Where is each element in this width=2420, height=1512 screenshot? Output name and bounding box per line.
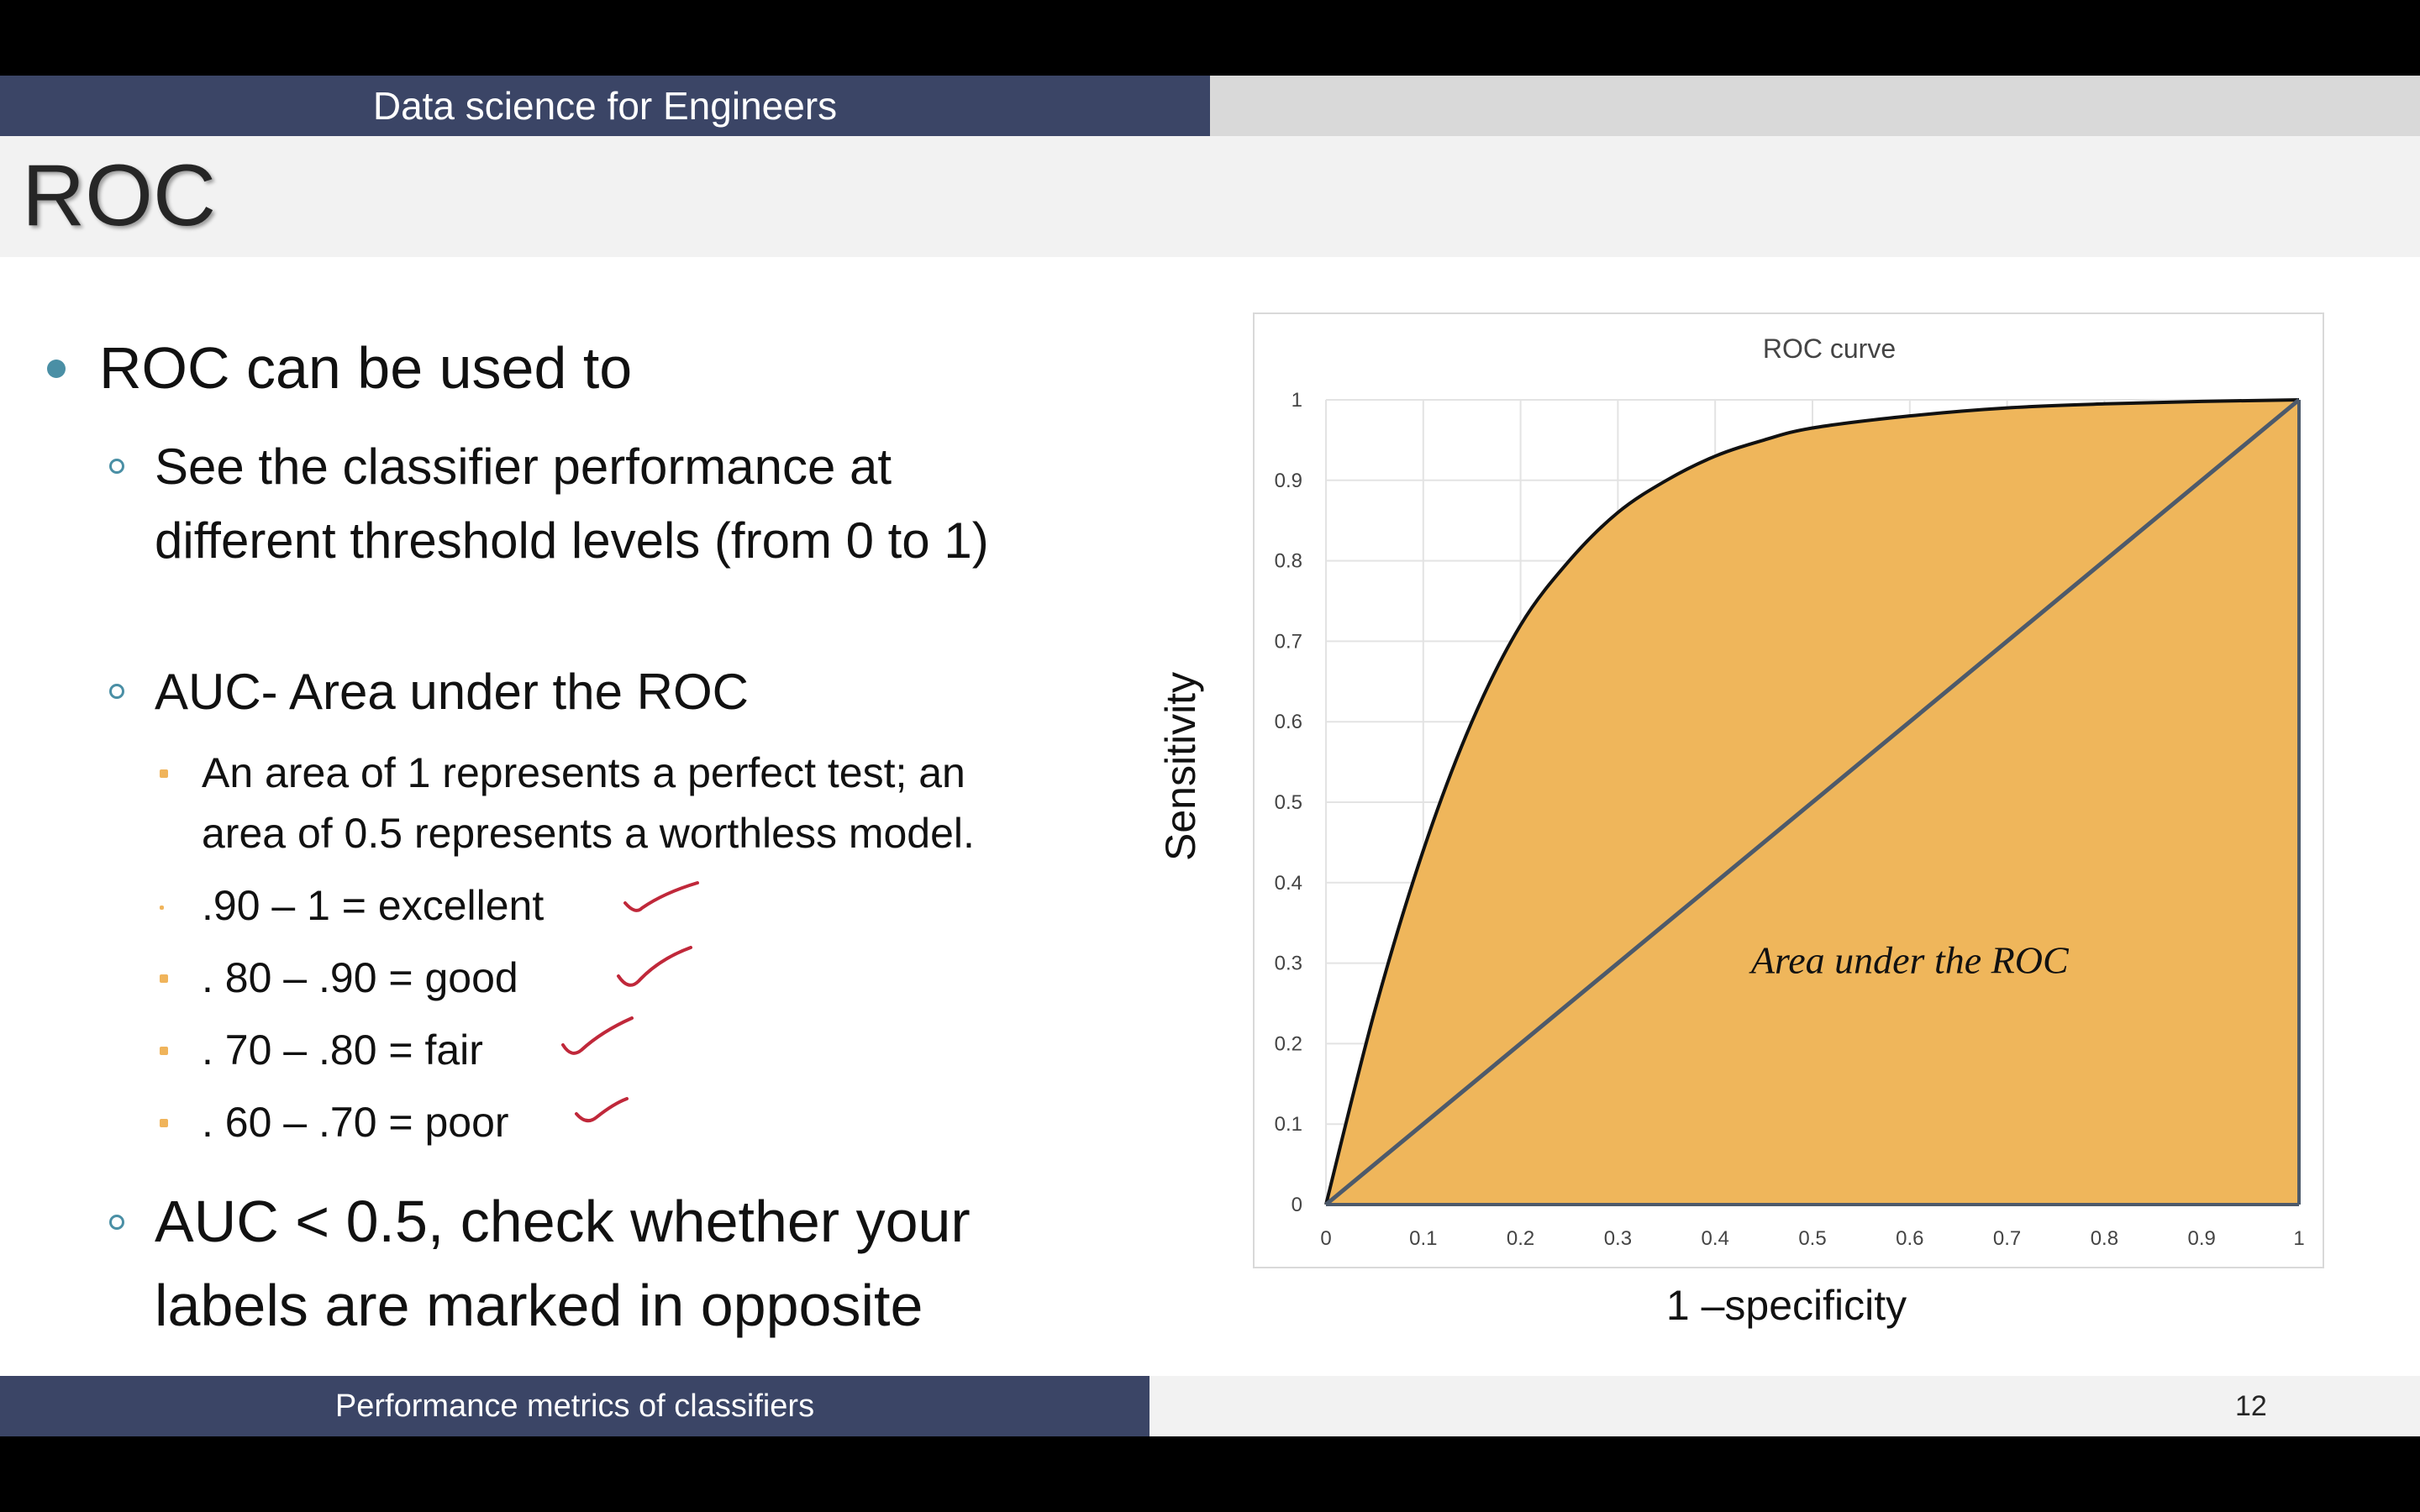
bullet-item-text: An area of 1 represents a perfect test; … [202, 749, 965, 796]
bullet-item-text: . 80 – .90 = good [202, 954, 518, 1001]
x-axis-label: 1 –specificity [1665, 1282, 1907, 1329]
title-band [0, 136, 2420, 257]
bullet-item-text: .90 – 1 = excellent [202, 882, 544, 929]
bullet-item-text: . 60 – .70 = poor [202, 1099, 509, 1146]
bullet-sub3-text-line1: AUC < 0.5, check whether your [155, 1189, 971, 1254]
x-tick-label: 0.3 [1604, 1227, 1632, 1250]
roc-curve-line [1324, 398, 2300, 1205]
handwritten-check-icon [561, 1016, 634, 1055]
bullet-ring-icon [109, 459, 124, 474]
bullet-dot-icon [47, 360, 66, 378]
x-tick-label: 0.1 [1409, 1227, 1437, 1250]
x-tick-label: 1 [2293, 1227, 2304, 1250]
chart-title: ROC curve [1763, 333, 1896, 364]
y-tick-label: 0.3 [1275, 953, 1302, 975]
y-tick-label: 0.8 [1275, 550, 1302, 573]
bullet-square-icon [160, 974, 168, 983]
handwritten-check-icon [623, 881, 699, 912]
x-tick-label: 0.6 [1896, 1227, 1923, 1250]
roc-chart-svg: 0 0.1 0.2 0.3 0.4 0.5 0.6 0.7 0.8 0.9 1 0 0.1 0.2 0.3 0… [1275, 333, 2305, 1250]
y-tick-label: 0.7 [1275, 630, 1302, 653]
course-title: Data science for Engineers [0, 76, 1210, 136]
roc-chart: 0 0.1 0.2 0.3 0.4 0.5 0.6 0.7 0.8 0.9 1 0 0.1 0.2 0.3 0… [1253, 312, 2324, 1268]
bullet-item-text: area of 0.5 represents a worthless model… [202, 810, 975, 857]
handwritten-check-icon [617, 946, 692, 987]
y-tick-label: 0.4 [1275, 872, 1302, 895]
top-band: Data science for Engineers [0, 76, 2420, 136]
bullet-square-icon [160, 1047, 168, 1055]
x-tick-label: 0 [1320, 1227, 1331, 1250]
x-tick-label: 0.7 [1993, 1227, 2021, 1250]
bullet-square-icon [160, 1119, 168, 1127]
bullet-square-icon [160, 769, 168, 778]
bullet-ring-icon [109, 1215, 124, 1230]
x-tick-label: 0.4 [1702, 1227, 1729, 1250]
y-tick-label: 0.2 [1275, 1032, 1302, 1055]
x-tick-label: 0.5 [1798, 1227, 1826, 1250]
x-tick-label: 0.8 [2091, 1227, 2118, 1250]
x-tick-label: 0.2 [1507, 1227, 1534, 1250]
bullet-sub1-text: See the classifier performance at differ… [155, 438, 989, 569]
bullet-ring-icon [109, 684, 124, 699]
bullet-sub3-text-line2: labels are marked in opposite [155, 1273, 923, 1338]
y-tick-label: 0.1 [1275, 1113, 1302, 1136]
slide: Data science for Engineers ROC ROC can b… [0, 76, 2420, 1436]
y-tick-label: 0.6 [1275, 711, 1302, 733]
y-tick-label: 1 [1292, 389, 1302, 412]
bullet-square-icon [160, 906, 164, 910]
page-number: 12 [2235, 1390, 2267, 1422]
x-tick-label: 0.9 [2188, 1227, 2216, 1250]
footer-band: Performance metrics of classifiers 12 [0, 1376, 2420, 1436]
handwritten-check-icon [575, 1097, 629, 1123]
slide-title: ROC [22, 147, 217, 244]
y-tick-label: 0.5 [1275, 791, 1302, 814]
y-tick-label: 0 [1292, 1194, 1302, 1216]
footer-topic: Performance metrics of classifiers [0, 1376, 1150, 1436]
bullet-item-text: . 70 – .80 = fair [202, 1026, 483, 1074]
area-annotation: Area under the ROC [1749, 939, 2070, 982]
bullet-main-text: ROC can be used to [99, 335, 633, 401]
y-tick-label: 0.9 [1275, 470, 1302, 492]
y-axis-label: Sensitivity [1157, 671, 1204, 861]
bullet-sub2-text: AUC- Area under the ROC [155, 664, 749, 720]
diagonal-line [1324, 398, 2301, 1206]
